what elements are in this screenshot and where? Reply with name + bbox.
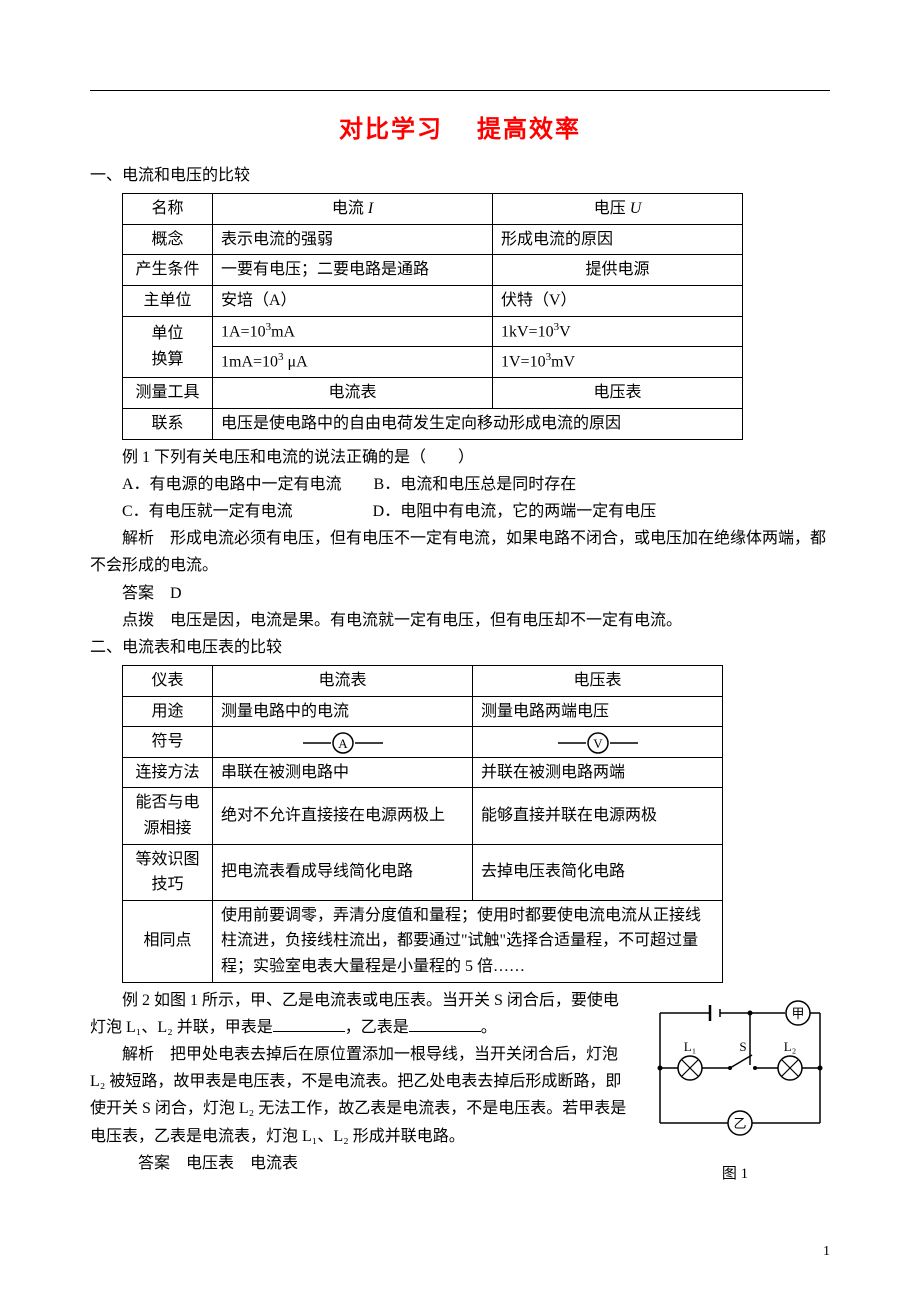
t1-r3c1: 安培（A） [213, 285, 493, 316]
blank-field [409, 1016, 481, 1032]
svg-text:乙: 乙 [733, 1116, 746, 1131]
table-row: 仪表 电流表 电压表 [123, 666, 723, 697]
t2-r0c1: 电流表 [213, 666, 473, 697]
svg-text:A: A [338, 736, 348, 751]
t2-r4c0: 能否与电源相接 [123, 788, 213, 844]
t2-r3c0: 连接方法 [123, 757, 213, 788]
t1-r4c1b: 1mA=103 μA [213, 347, 493, 378]
t1-r4c1a: 1A=103mA [213, 316, 493, 347]
t1-r6c0: 联系 [123, 409, 213, 440]
table-row: 能否与电源相接 绝对不允许直接接在电源两极上 能够直接并联在电源两极 [123, 788, 723, 844]
t2-r2c2: V [473, 727, 723, 758]
table-row: 1mA=103 μA 1V=103mV [123, 347, 743, 378]
t1-r5c1: 电流表 [213, 378, 493, 409]
t2-r5c2: 去掉电压表简化电路 [473, 844, 723, 900]
t2-r4c1: 绝对不允许直接接在电源两极上 [213, 788, 473, 844]
table-row: 等效识图技巧 把电流表看成导线简化电路 去掉电压表简化电路 [123, 844, 723, 900]
ex2-q-mid: ，乙表是 [345, 1019, 409, 1036]
t1-r5c0: 测量工具 [123, 378, 213, 409]
table-row: 相同点 使用前要调零，弄清分度值和量程；使用时都要使电流电流从正接线柱流进，负接… [123, 900, 723, 982]
section1-heading: 一、电流和电压的比较 [90, 162, 830, 189]
t1-r1c0: 概念 [123, 224, 213, 255]
ammeter-symbol-icon: A [303, 732, 383, 754]
t1-r0c0: 名称 [123, 194, 213, 225]
section2-heading: 二、电流表和电压表的比较 [90, 634, 830, 661]
t1-r4c0: 单位换算 [123, 316, 213, 378]
table-row: 名称 电流 I 电压 U [123, 194, 743, 225]
table-row: 联系 电压是使电路中的自由电荷发生定向移动形成电流的原因 [123, 409, 743, 440]
t1-r0c1: 电流 I [213, 194, 493, 225]
table-row: 连接方法 串联在被测电路中 并联在被测电路两端 [123, 757, 723, 788]
t2-r5c1: 把电流表看成导线简化电路 [213, 844, 473, 900]
circuit-diagram-icon: 甲 乙 L₁ [640, 993, 830, 1153]
table-ammeter-voltmeter: 仪表 电流表 电压表 用途 测量电路中的电流 测量电路两端电压 符号 A [122, 665, 723, 983]
top-rule [90, 90, 830, 91]
t1-r4c2a: 1kV=103V [493, 316, 743, 347]
t1-r2c1: 一要有电压；二要电路是通路 [213, 255, 493, 286]
ex1-note: 点拨 电压是因，电流是果。有电流就一定有电压，但有电压却不一定有电流。 [90, 607, 830, 634]
t2-r0c0: 仪表 [123, 666, 213, 697]
page-title: 对比学习 提高效率 [90, 109, 830, 144]
ex1-analysis: 解析 形成电流必须有电压，但有电压不一定有电流，如果电路不闭合，或电压加在绝缘体… [90, 525, 830, 579]
t2-r0c2: 电压表 [473, 666, 723, 697]
t2-r3c2: 并联在被测电路两端 [473, 757, 723, 788]
circuit-figure: 甲 乙 L₁ [640, 993, 830, 1188]
t2-r4c2: 能够直接并联在电源两极 [473, 788, 723, 844]
t2-r5c0: 等效识图技巧 [123, 844, 213, 900]
table-row: 用途 测量电路中的电流 测量电路两端电压 [123, 696, 723, 727]
circuit-caption: 图 1 [640, 1162, 830, 1188]
t2-r6c0: 相同点 [123, 900, 213, 982]
table-row: 测量工具 电流表 电压表 [123, 378, 743, 409]
table-row: 单位换算 1A=103mA 1kV=103V [123, 316, 743, 347]
t2-r1c0: 用途 [123, 696, 213, 727]
ex2-q-end: 。 [481, 1019, 497, 1036]
t2-r2c0: 符号 [123, 727, 213, 758]
ex1-question: 例 1 下列有关电压和电流的说法正确的是（ ） [90, 444, 830, 471]
t1-r3c0: 主单位 [123, 285, 213, 316]
svg-text:甲: 甲 [791, 1006, 804, 1021]
t1-r1c2: 形成电流的原因 [493, 224, 743, 255]
ex1-options-ab: A．有电源的电路中一定有电流 B．电流和电压总是同时存在 [90, 471, 830, 498]
t2-r1c2: 测量电路两端电压 [473, 696, 723, 727]
page-number: 1 [823, 1244, 830, 1260]
svg-text:L₁: L₁ [684, 1039, 696, 1054]
svg-text:S: S [739, 1039, 746, 1054]
t2-r6c1: 使用前要调零，弄清分度值和量程；使用时都要使电流电流从正接线柱流进，负接线柱流出… [213, 900, 723, 982]
t1-r5c2: 电压表 [493, 378, 743, 409]
t2-r2c1: A [213, 727, 473, 758]
t1-r2c0: 产生条件 [123, 255, 213, 286]
t2-r3c1: 串联在被测电路中 [213, 757, 473, 788]
table-row: 概念 表示电流的强弱 形成电流的原因 [123, 224, 743, 255]
t1-r6c1: 电压是使电路中的自由电荷发生定向移动形成电流的原因 [213, 409, 743, 440]
table-current-voltage: 名称 电流 I 电压 U 概念 表示电流的强弱 形成电流的原因 产生条件 一要有… [122, 193, 743, 439]
blank-field [273, 1016, 345, 1032]
ex1-options-cd: C．有电压就一定有电流 D．电阻中有电流，它的两端一定有电压 [90, 498, 830, 525]
t2-r1c1: 测量电路中的电流 [213, 696, 473, 727]
table-row: 产生条件 一要有电压；二要电路是通路 提供电源 [123, 255, 743, 286]
t1-r2c2: 提供电源 [493, 255, 743, 286]
t1-r4c2b: 1V=103mV [493, 347, 743, 378]
t1-r1c1: 表示电流的强弱 [213, 224, 493, 255]
ex1-answer: 答案 D [90, 580, 830, 607]
svg-text:L₂: L₂ [784, 1039, 796, 1054]
t1-r3c2: 伏特（V） [493, 285, 743, 316]
table-row: 主单位 安培（A） 伏特（V） [123, 285, 743, 316]
t1-r0c2: 电压 U [493, 194, 743, 225]
svg-text:V: V [593, 736, 603, 751]
voltmeter-symbol-icon: V [558, 732, 638, 754]
table-row: 符号 A V [123, 727, 723, 758]
